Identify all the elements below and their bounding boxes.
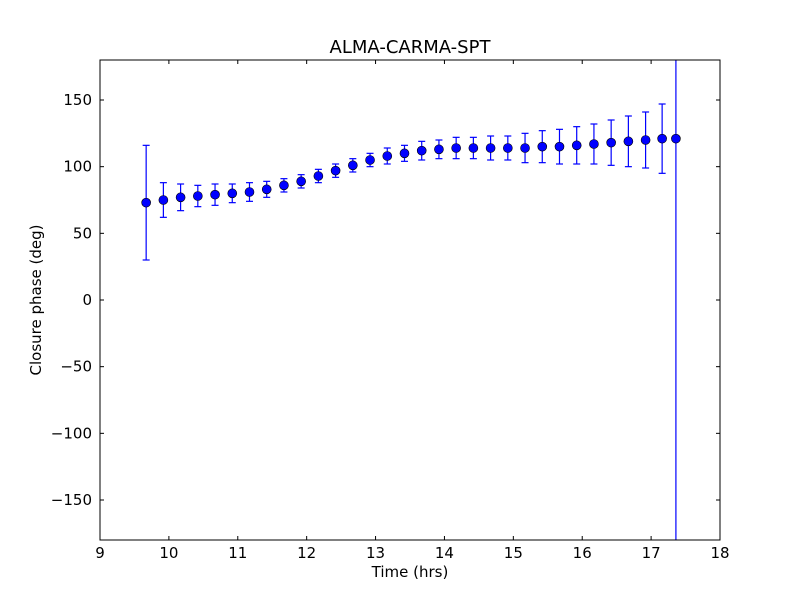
data-point — [141, 197, 151, 208]
x-tick-label: 16 — [573, 544, 592, 562]
data-point — [313, 171, 324, 181]
data-point — [193, 191, 203, 201]
data-point — [671, 133, 681, 144]
data-series — [141, 60, 681, 540]
y-tick-label: −150 — [51, 491, 92, 509]
data-point — [606, 137, 616, 148]
chart-title: ALMA-CARMA-SPT — [330, 37, 492, 58]
data-point — [227, 188, 238, 199]
data-point — [330, 165, 341, 176]
data-point — [485, 143, 496, 153]
data-point — [158, 195, 169, 205]
x-tick-label: 13 — [366, 544, 385, 562]
y-tick-label: 0 — [82, 291, 92, 309]
data-point — [468, 143, 479, 153]
data-point — [365, 155, 375, 165]
x-tick-label: 18 — [710, 544, 729, 562]
data-point — [279, 180, 289, 191]
data-point — [571, 140, 582, 151]
data-point — [451, 143, 461, 153]
data-point — [244, 187, 255, 197]
x-tick-label: 14 — [435, 544, 454, 562]
x-tick-label: 9 — [95, 544, 105, 562]
data-point — [589, 139, 599, 149]
x-tick-label: 15 — [504, 544, 523, 562]
x-tick-label: 12 — [297, 544, 316, 562]
y-tick-label: −50 — [60, 358, 92, 376]
data-point — [537, 141, 548, 152]
x-tick-label: 10 — [159, 544, 178, 562]
data-point — [554, 141, 565, 152]
y-tick-label: −100 — [51, 424, 92, 442]
y-tick-label: 150 — [63, 91, 92, 109]
y-tick-label: 50 — [73, 224, 92, 242]
data-point — [175, 192, 186, 203]
x-tick-label: 17 — [642, 544, 661, 562]
data-point — [503, 143, 513, 153]
data-point — [416, 145, 427, 156]
data-point — [261, 184, 272, 195]
x-axis-label: Time (hrs) — [371, 563, 449, 581]
data-point — [640, 135, 651, 145]
data-point — [382, 151, 393, 161]
data-point — [623, 136, 634, 147]
data-point — [399, 148, 410, 159]
data-point — [296, 176, 306, 187]
data-point — [434, 144, 444, 155]
y-axis-label: Closure phase (deg) — [27, 225, 45, 376]
plot-frame — [99, 59, 721, 541]
y-tick-label: 100 — [63, 158, 92, 176]
data-point — [520, 143, 530, 153]
x-tick-label: 11 — [228, 544, 247, 562]
data-point — [348, 160, 358, 171]
data-point — [210, 189, 220, 200]
data-point — [657, 133, 667, 144]
